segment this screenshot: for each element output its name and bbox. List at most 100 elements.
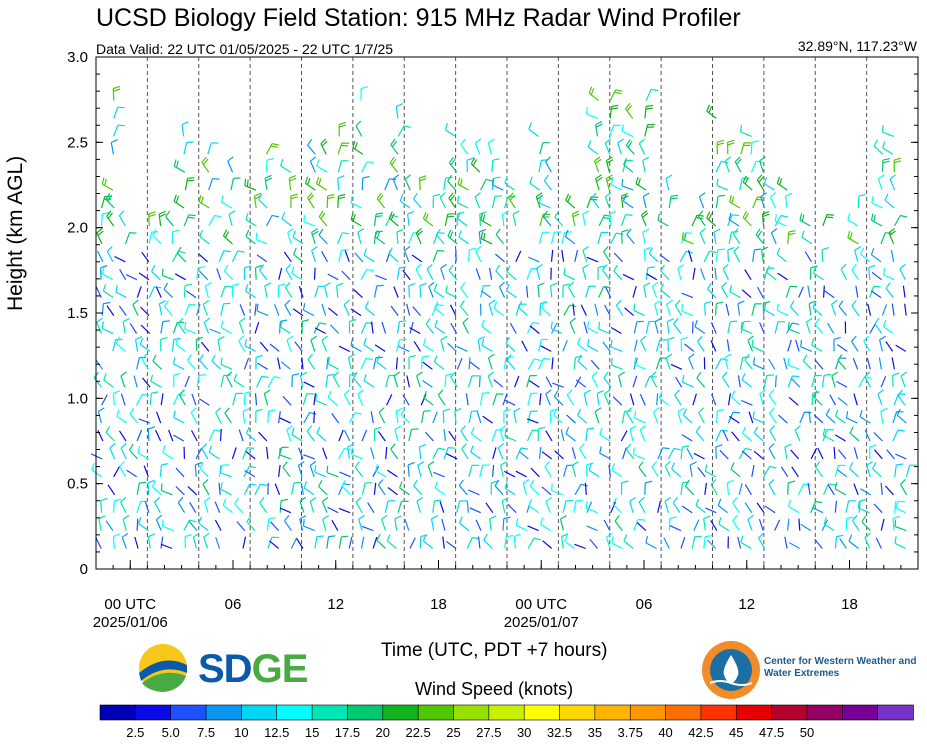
wind-barb — [327, 506, 339, 514]
x-tick-sublabel: 2025/01/07 — [504, 614, 579, 631]
wind-barb — [893, 214, 908, 227]
wind-barb — [220, 320, 232, 335]
wind-barb — [860, 488, 872, 496]
wind-barb — [834, 482, 847, 496]
wind-barb — [481, 338, 493, 352]
wind-barb — [740, 321, 753, 335]
wind-barb — [538, 357, 551, 370]
wind-barb — [797, 483, 811, 496]
wind-barb — [311, 228, 319, 245]
wind-barb — [671, 462, 682, 478]
wind-barb — [338, 121, 347, 137]
wind-barb — [339, 471, 351, 478]
wind-barb — [232, 392, 243, 406]
wind-barb — [629, 496, 636, 513]
wind-barb — [151, 264, 161, 281]
wind-barb — [495, 264, 505, 281]
wind-barb — [717, 498, 729, 514]
colorbar-swatch — [276, 704, 313, 721]
wind-barb — [639, 425, 646, 442]
wind-barb — [794, 425, 801, 442]
wind-barb — [635, 176, 647, 191]
wind-barb — [485, 502, 494, 514]
wind-barb — [222, 229, 233, 245]
wind-barb — [768, 389, 777, 406]
wind-barb — [303, 381, 315, 388]
wind-barb — [639, 393, 646, 406]
wind-barb — [748, 411, 754, 424]
wind-barb — [622, 194, 634, 209]
wind-barb — [545, 389, 552, 406]
wind-barb — [692, 267, 696, 280]
wind-barb — [530, 467, 540, 478]
wind-barb — [378, 407, 386, 424]
wind-barb — [741, 450, 752, 460]
wind-barb — [143, 465, 149, 478]
wind-barb — [395, 407, 403, 424]
wind-barb — [173, 159, 186, 173]
wind-barb — [674, 299, 683, 316]
wind-barb — [456, 357, 463, 370]
wind-barb — [321, 496, 329, 513]
wind-barb — [337, 142, 350, 155]
wind-barb — [492, 447, 497, 460]
wind-barb — [814, 318, 824, 334]
wind-barb — [710, 340, 717, 352]
wind-barb — [433, 355, 445, 370]
wind-barb — [609, 104, 619, 119]
wind-barb — [726, 339, 730, 352]
wind-barb — [306, 425, 315, 442]
wind-barb — [758, 519, 764, 531]
wind-barb — [122, 318, 130, 334]
wind-barb — [787, 480, 796, 495]
wind-barb — [874, 317, 883, 334]
wind-barb — [434, 301, 445, 317]
wind-barb — [590, 359, 600, 370]
wind-barb — [900, 371, 908, 388]
wind-barb — [223, 264, 234, 281]
wind-barb — [430, 515, 439, 531]
wind-barb — [699, 228, 706, 245]
wind-barb — [112, 338, 123, 352]
wind-barb — [135, 336, 143, 352]
wind-barb — [789, 300, 799, 317]
wind-barb — [727, 411, 741, 424]
wind-barb — [218, 482, 221, 495]
wind-barb — [632, 375, 638, 388]
wind-barb — [573, 355, 583, 370]
wind-barb — [481, 319, 492, 334]
wind-barb — [612, 396, 623, 406]
wind-barb — [114, 255, 126, 263]
wind-barb — [224, 407, 232, 424]
wind-barb — [577, 408, 588, 424]
colorbar-label: 15 — [305, 725, 319, 740]
wind-barb — [303, 481, 315, 496]
wind-barb — [461, 443, 469, 460]
wind-barb — [651, 281, 659, 298]
wind-barb — [729, 195, 741, 209]
wind-barb — [302, 393, 314, 406]
colorbar-label: 17.5 — [335, 725, 360, 740]
wind-barb — [597, 231, 609, 245]
wind-barb — [888, 228, 896, 245]
wind-barb — [591, 192, 600, 209]
wind-barb — [756, 286, 764, 298]
wind-barb — [437, 389, 446, 406]
wind-barb — [139, 337, 151, 352]
colorbar-swatch — [523, 704, 561, 721]
wind-barb — [550, 231, 562, 245]
wind-barb — [863, 335, 871, 352]
cw3e-logo: Center for Western Weather and Water Ext… — [700, 639, 920, 701]
wind-barb — [756, 502, 765, 514]
wind-barb — [288, 175, 297, 191]
wind-barb — [537, 426, 546, 442]
wind-barb — [298, 447, 304, 460]
wind-barb — [645, 320, 656, 334]
wind-barb — [588, 463, 600, 478]
wind-barb — [573, 499, 583, 513]
wind-barb — [284, 282, 293, 298]
wind-barb — [778, 414, 788, 424]
wind-barb — [203, 532, 210, 549]
wind-barb — [864, 532, 871, 549]
wind-barb — [321, 335, 328, 352]
